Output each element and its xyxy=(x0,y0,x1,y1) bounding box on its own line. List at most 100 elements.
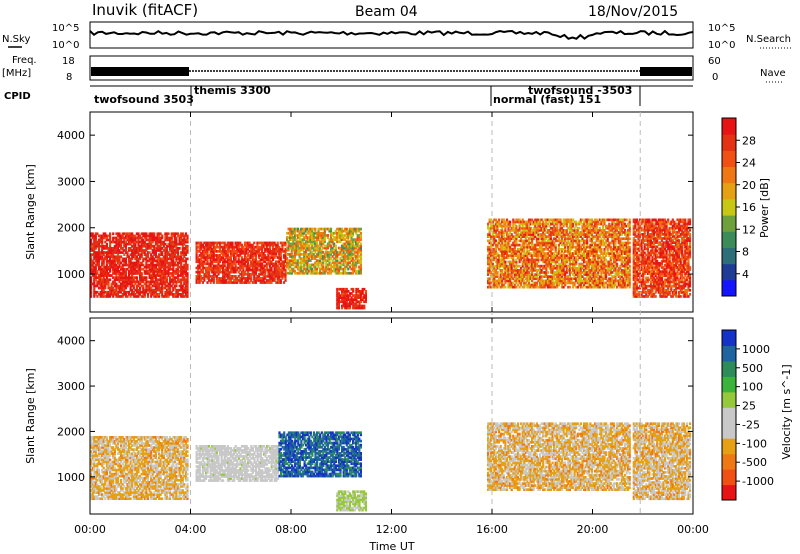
echo-cell xyxy=(159,274,162,277)
echo-cell xyxy=(220,241,223,245)
echo-cell xyxy=(170,272,173,275)
echo-cell xyxy=(139,253,142,256)
echo-cell xyxy=(140,251,143,254)
echo-cell xyxy=(131,265,134,269)
echo-cell xyxy=(242,250,245,253)
echo-cell xyxy=(186,263,189,267)
echo-cell xyxy=(228,279,231,282)
echo-cell xyxy=(208,256,211,259)
echo-cell xyxy=(139,255,142,259)
echo-cell xyxy=(226,275,229,278)
echo-cell xyxy=(242,252,245,255)
echo-cell xyxy=(116,267,120,271)
echo-cell xyxy=(165,236,169,240)
echo-cell xyxy=(181,284,184,288)
echo-cell xyxy=(169,242,172,246)
echo-cell xyxy=(90,270,93,273)
echo-cell xyxy=(234,241,237,245)
echo-cell xyxy=(209,254,212,257)
echo-cell xyxy=(113,270,116,273)
echo-cell xyxy=(184,286,187,290)
echo-cell xyxy=(248,256,251,259)
echo-cell xyxy=(145,288,148,292)
echo-cell xyxy=(159,278,162,282)
echo-cell xyxy=(247,254,250,257)
noise-panel: 10^5 10^0 10^5 10^0 xyxy=(52,21,735,51)
echo-cell xyxy=(231,252,234,255)
echo-cell xyxy=(126,234,129,238)
echo-cell xyxy=(132,284,135,288)
echo-cell xyxy=(135,251,138,254)
echo-cell xyxy=(97,255,101,259)
echo-cell xyxy=(135,284,138,288)
echo-cell xyxy=(169,236,172,240)
echo-cell xyxy=(121,265,124,269)
echo-cell xyxy=(120,284,123,288)
echo-cell xyxy=(225,275,228,278)
echo-cell xyxy=(242,270,245,274)
echo-cell xyxy=(242,272,245,276)
echo-cell xyxy=(107,274,110,277)
echo-cell xyxy=(154,255,157,259)
echo-cell xyxy=(240,272,243,276)
echo-cell xyxy=(247,268,250,272)
echo-cell xyxy=(245,266,248,270)
echo-cell xyxy=(115,240,118,244)
echo-cell xyxy=(225,266,228,270)
echo-cell xyxy=(97,282,101,286)
freq-panel-frame xyxy=(89,55,694,81)
echo-cell xyxy=(243,247,247,251)
echo-cell xyxy=(164,295,167,298)
echo-cell xyxy=(102,263,105,267)
echo-cell xyxy=(153,295,156,298)
echo-cell xyxy=(94,232,97,236)
echo-cell xyxy=(123,236,126,240)
echo-cell xyxy=(116,259,120,263)
echo-cell xyxy=(115,236,118,240)
echo-cell xyxy=(165,265,169,269)
echo-cell xyxy=(175,270,178,273)
echo-cell xyxy=(110,284,113,288)
echo-cell xyxy=(124,280,127,284)
echo-cell xyxy=(129,276,132,279)
echo-cell xyxy=(112,249,115,252)
echo-cell xyxy=(231,260,234,264)
echo-cell xyxy=(248,281,251,284)
echo-cell xyxy=(150,247,153,250)
echo-cell xyxy=(97,278,101,282)
echo-cell xyxy=(140,280,143,284)
echo-cell xyxy=(96,272,99,275)
echo-cell xyxy=(110,282,113,286)
echo-cell xyxy=(186,257,189,261)
echo-cell xyxy=(126,232,129,236)
echo-cell xyxy=(115,270,118,273)
echo-cell xyxy=(180,267,183,271)
echo-cell xyxy=(161,290,164,294)
echo-cell xyxy=(153,265,156,269)
echo-cell xyxy=(178,293,181,296)
echo-cell xyxy=(159,251,162,254)
echo-cell xyxy=(145,242,148,246)
echo-cell xyxy=(156,236,159,240)
echo-cell xyxy=(110,290,113,294)
echo-cell xyxy=(233,281,236,284)
echo-cell xyxy=(146,247,150,250)
echo-cell xyxy=(247,260,250,264)
echo-cell xyxy=(236,243,239,247)
echo-cell xyxy=(204,258,208,261)
echo-cell xyxy=(102,257,105,261)
echo-cell xyxy=(237,258,240,261)
echo-cell xyxy=(186,274,189,277)
echo-cell xyxy=(164,286,167,290)
echo-cell xyxy=(251,266,254,270)
echo-cell xyxy=(132,280,135,284)
echo-cell xyxy=(231,275,234,278)
echo-cell xyxy=(97,259,101,263)
echo-cell xyxy=(176,276,180,279)
echo-cell xyxy=(172,261,175,265)
echo-cell xyxy=(247,262,250,266)
echo-cell xyxy=(139,276,142,279)
echo-cell xyxy=(208,264,211,268)
echo-cell xyxy=(101,270,104,273)
echo-cell xyxy=(140,295,143,298)
